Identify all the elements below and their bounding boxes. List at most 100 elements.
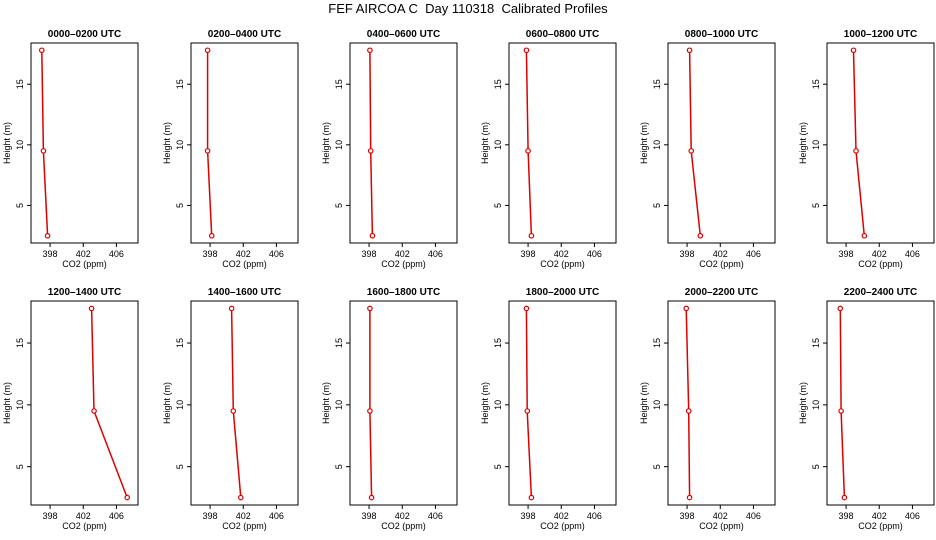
plot-frame (30, 300, 139, 506)
data-point (124, 494, 131, 501)
plot-frame (667, 300, 776, 506)
data-point (38, 47, 45, 54)
y-tick-label: 15 (15, 79, 25, 89)
profile-line (369, 308, 373, 498)
y-tick-label: 10 (334, 140, 344, 150)
data-point (528, 232, 535, 239)
panel-title: 1800–2000 UTC (526, 287, 599, 298)
y-tick-label: 15 (493, 338, 503, 348)
panel-title: 2000–2200 UTC (685, 287, 758, 298)
y-tick-label: 15 (175, 338, 185, 348)
x-tick-label: 398 (362, 511, 377, 521)
x-axis-label: CO2 (ppm) (858, 521, 903, 531)
x-axis-label: CO2 (ppm) (62, 521, 107, 531)
profile-panel: 1600–1800 UTC 398 402 406 5 10 15 CO2 (ppm) Heig… (321, 287, 458, 531)
x-tick-label: 406 (109, 249, 124, 259)
x-tick-label: 402 (872, 249, 887, 259)
profile-line (206, 50, 213, 236)
y-axis-label: Height (m) (162, 122, 172, 164)
y-tick-label: 5 (334, 203, 344, 208)
x-tick-label: 406 (587, 511, 602, 521)
y-tick-label: 10 (175, 400, 185, 410)
profile-line (685, 308, 691, 498)
x-tick-label: 402 (713, 511, 728, 521)
x-tick-label: 406 (269, 511, 284, 521)
data-point (369, 232, 376, 239)
y-tick-label: 5 (811, 464, 821, 469)
data-point (853, 148, 859, 154)
y-tick-label: 15 (334, 79, 344, 89)
x-tick-label: 402 (713, 249, 728, 259)
data-point (91, 408, 97, 414)
data-point (367, 408, 373, 414)
panel-title: 0800–1000 UTC (685, 29, 758, 40)
data-point (367, 47, 373, 54)
x-tick-label: 406 (587, 249, 602, 259)
y-tick-label: 5 (334, 464, 344, 469)
y-tick-label: 10 (652, 140, 662, 150)
x-tick-label: 406 (269, 249, 284, 259)
x-axis-label: CO2 (ppm) (222, 259, 267, 269)
data-point (688, 148, 695, 154)
x-tick-label: 398 (521, 249, 536, 259)
x-tick-label: 402 (395, 511, 410, 521)
y-tick-label: 15 (652, 79, 662, 89)
x-tick-label: 406 (746, 511, 761, 521)
y-tick-label: 10 (811, 400, 821, 410)
y-axis-label: Height (m) (162, 382, 172, 424)
y-tick-label: 10 (811, 140, 821, 150)
panel-title: 2200–2400 UTC (844, 287, 917, 298)
x-tick-label: 398 (203, 249, 218, 259)
data-point (367, 305, 373, 312)
x-axis-label: CO2 (ppm) (381, 259, 426, 269)
x-tick-label: 402 (236, 249, 251, 259)
y-tick-label: 15 (175, 79, 185, 89)
y-tick-label: 10 (15, 400, 25, 410)
x-tick-label: 398 (43, 511, 58, 521)
y-tick-label: 5 (493, 464, 503, 469)
x-tick-label: 402 (554, 511, 569, 521)
figure-title: FEF AIRCOA C Day 110318 Calibrated Profi… (328, 1, 608, 16)
x-tick-label: 402 (872, 511, 887, 521)
data-point (525, 148, 531, 154)
data-point (367, 148, 374, 154)
plot-frame (30, 42, 139, 244)
plot-frame (508, 300, 617, 506)
x-tick-label: 402 (395, 249, 410, 259)
y-tick-label: 10 (652, 400, 662, 410)
x-tick-label: 398 (43, 249, 58, 259)
plot-frame (190, 300, 299, 506)
x-tick-label: 398 (362, 249, 377, 259)
data-point (44, 232, 51, 239)
plot-frame (826, 300, 935, 506)
panel-title: 1000–1200 UTC (844, 29, 917, 40)
profile-line (852, 50, 866, 236)
profile-panel: 1400–1600 UTC 398 402 406 5 10 15 CO2 (ppm) Heig… (162, 287, 299, 531)
x-axis-label: CO2 (ppm) (858, 259, 903, 269)
y-axis-label: Height (m) (798, 122, 808, 164)
data-point (523, 305, 530, 312)
x-tick-label: 398 (203, 511, 218, 521)
profile-line (41, 50, 49, 236)
y-axis-label: Height (m) (639, 382, 649, 424)
x-tick-label: 406 (746, 249, 761, 259)
data-point (861, 232, 868, 239)
data-point (850, 47, 857, 54)
data-point (841, 494, 848, 501)
data-point (237, 494, 244, 501)
profile-panel: 1200–1400 UTC 398 402 406 5 10 15 CO2 (ppm) Heig… (2, 287, 139, 531)
data-point (686, 494, 693, 501)
x-axis-label: CO2 (ppm) (62, 259, 107, 269)
plot-frame (349, 42, 458, 244)
x-tick-label: 398 (680, 511, 695, 521)
data-point (524, 408, 531, 414)
y-axis-label: Height (m) (639, 122, 649, 164)
data-point (204, 47, 211, 54)
y-tick-label: 15 (811, 79, 821, 89)
x-axis-label: CO2 (ppm) (699, 521, 744, 531)
y-tick-label: 10 (493, 400, 503, 410)
panel-title: 0600–0800 UTC (526, 29, 599, 40)
data-point (528, 494, 535, 501)
profile-panel: 0800–1000 UTC 398 402 406 5 10 15 CO2 (ppm) Heig… (639, 29, 776, 269)
